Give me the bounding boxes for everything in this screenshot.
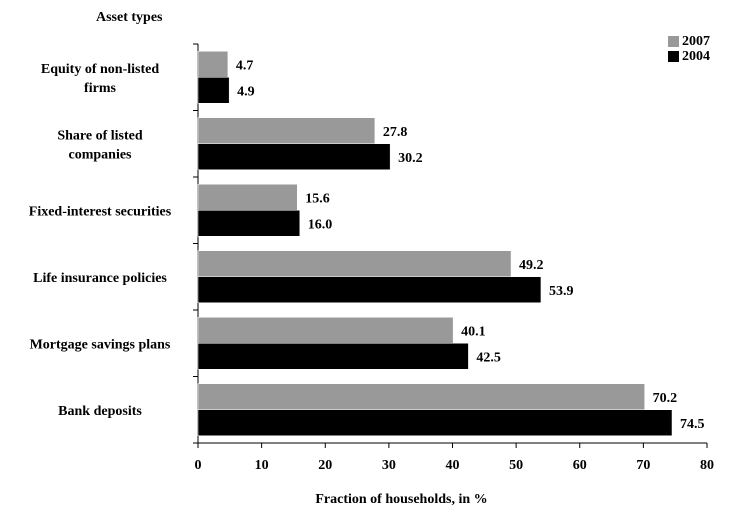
data-label-2004-0: 4.9 [237, 84, 255, 99]
category-label-3: Life insurance policies [33, 271, 167, 286]
category-label-line: Equity of non-listed [41, 62, 159, 77]
data-label-2007-5: 70.2 [653, 391, 678, 406]
bar-2007-1 [197, 117, 376, 144]
data-label-2007-0: 4.7 [236, 58, 254, 73]
x-tick-label: 70 [636, 458, 650, 473]
legend-swatch-2004 [668, 51, 679, 62]
category-label-line: Mortgage savings plans [30, 337, 171, 352]
category-label-5: Bank deposits [58, 404, 142, 419]
category-label-line: Share of listed [57, 128, 143, 143]
bar-2004-4 [197, 343, 469, 370]
x-tick-label: 80 [700, 458, 714, 473]
data-label-2007-3: 49.2 [519, 258, 544, 273]
bar-2007-3 [197, 250, 512, 277]
bar-2007-5 [197, 383, 645, 410]
bar-2004-3 [197, 276, 542, 303]
bar-2004-5 [197, 409, 673, 436]
category-label-line: firms [84, 81, 116, 96]
legend-swatch-2007 [668, 36, 679, 47]
category-label-2: Fixed-interest securities [29, 204, 172, 219]
x-tick-label: 40 [446, 458, 460, 473]
data-label-2007-4: 40.1 [461, 324, 486, 339]
x-tick-label: 20 [318, 458, 332, 473]
category-label-line: Life insurance policies [33, 271, 167, 286]
y-axis-title: Asset types [96, 10, 163, 25]
bar-2007-0 [197, 51, 229, 78]
legend-label-2007: 2007 [682, 33, 710, 49]
bar-2004-1 [197, 143, 391, 170]
category-label-line: Bank deposits [58, 404, 142, 419]
bar-2007-2 [197, 184, 298, 211]
data-label-2004-2: 16.0 [308, 217, 333, 232]
data-label-2007-2: 15.6 [305, 191, 330, 206]
category-label-line: Fixed-interest securities [29, 204, 172, 219]
data-label-2004-4: 42.5 [476, 350, 501, 365]
data-label-2004-5: 74.5 [680, 417, 705, 432]
x-tick-label: 30 [382, 458, 396, 473]
x-tick-label: 50 [509, 458, 523, 473]
x-axis-title: Fraction of households, in % [315, 492, 488, 507]
legend-item-2007: 2007 [668, 34, 710, 49]
legend-item-2004: 2004 [668, 49, 710, 64]
legend-label-2004: 2004 [682, 48, 710, 64]
category-label-4: Mortgage savings plans [30, 337, 171, 352]
category-label-1: Share of listed companies [57, 128, 143, 162]
data-label-2004-3: 53.9 [549, 284, 574, 299]
x-tick-label: 10 [255, 458, 269, 473]
bar-2004-2 [197, 210, 301, 237]
data-label-2007-1: 27.8 [383, 125, 408, 140]
category-label-0: Equity of non-listed firms [41, 62, 159, 96]
bar-2007-4 [197, 317, 454, 344]
data-label-2004-1: 30.2 [398, 151, 423, 166]
x-tick-label: 60 [573, 458, 587, 473]
category-label-line: companies [69, 147, 133, 162]
legend: 2007 2004 [668, 34, 710, 64]
x-tick-label: 0 [195, 458, 202, 473]
bar-2004-0 [197, 77, 230, 104]
